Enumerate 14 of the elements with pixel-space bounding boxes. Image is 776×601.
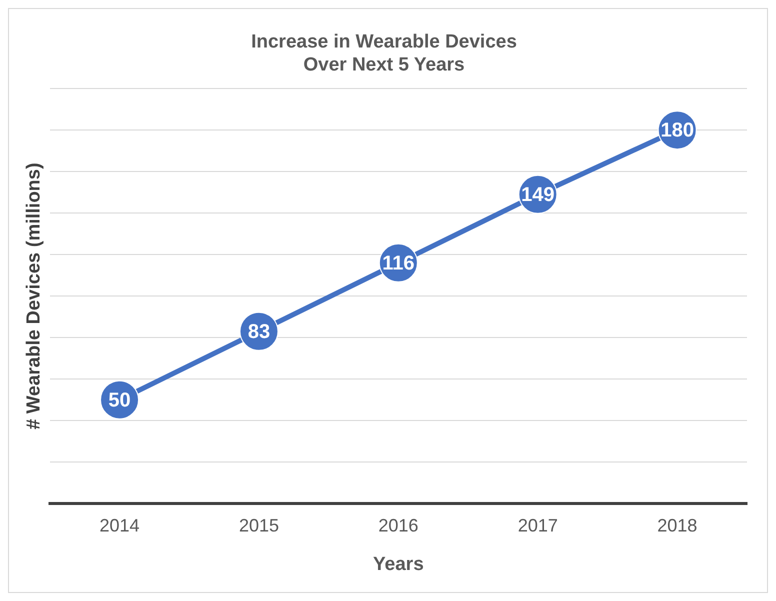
y-axis-title: # Wearable Devices (millions) (24, 162, 45, 430)
data-label: 50 (108, 389, 131, 412)
text: Increase in Wearable Devices (251, 32, 517, 53)
x-tick-label: 2015 (238, 515, 279, 536)
data-label: 149 (521, 184, 555, 206)
text: Over Next 5 Years (303, 54, 465, 76)
x-axis-title: Years (373, 554, 424, 575)
x-tick-label: 2018 (657, 515, 698, 536)
data-label: 83 (248, 320, 270, 343)
data-label: 116 (382, 252, 415, 274)
data-label: 180 (660, 120, 694, 142)
x-tick-label: 2014 (99, 515, 140, 536)
x-tick-label: 2017 (518, 515, 558, 536)
x-tick-label: 2016 (378, 515, 418, 536)
